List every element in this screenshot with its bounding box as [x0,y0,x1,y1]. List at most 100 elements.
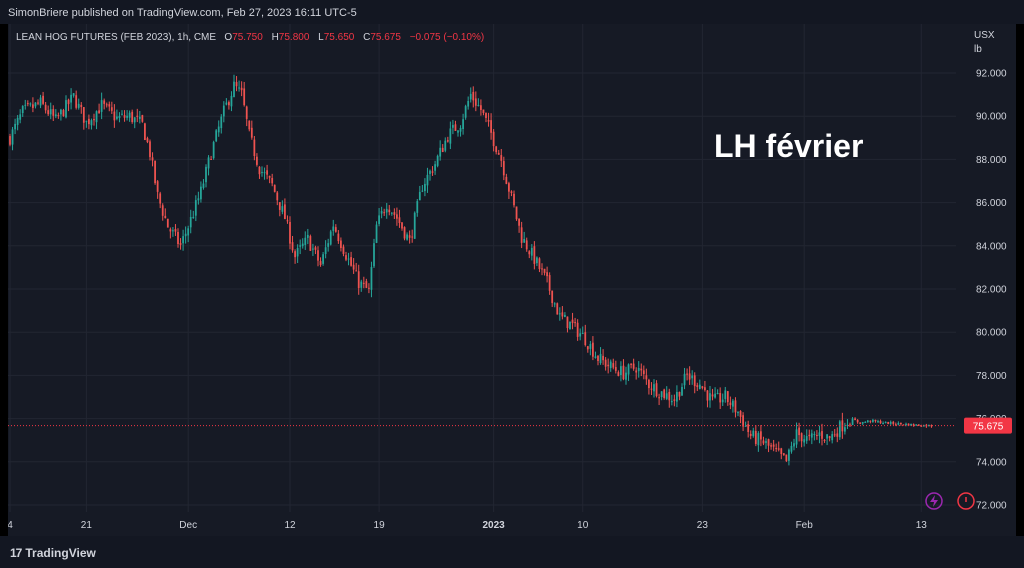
candle-body [851,418,854,426]
candle-body [846,424,849,426]
candle-body [296,248,299,257]
candle-body [164,215,167,219]
candle-body [431,171,434,173]
currency-label: USX [974,30,995,41]
candle-body [210,158,212,160]
y-tick-label: 84.000 [976,241,1007,252]
candle-body [88,118,90,125]
candle-body [882,423,884,425]
candle-body [816,435,818,437]
candle-body [42,95,44,104]
candle-body [813,434,816,436]
candle-body [116,116,118,119]
candle-body [26,103,29,105]
y-tick-label: 86.000 [976,198,1007,209]
candle-body [701,386,704,389]
last-price-tag [964,417,1012,434]
candle-body [732,400,734,407]
candle-body [480,105,482,110]
candle-body [597,355,599,362]
candle-body [508,183,510,192]
candle-body [518,218,520,226]
candle-body [228,102,230,106]
candle-body [874,419,877,422]
candle-body [126,115,128,118]
candle-body [207,157,210,169]
candle-body [877,421,879,423]
candle-body [648,379,650,389]
candle-body [502,161,505,176]
candle-body [912,424,915,426]
x-tick-label: 13 [916,520,928,531]
candle-body [513,193,515,206]
candle-body [894,424,897,426]
x-tick-label: 2023 [483,520,506,531]
candle-body [144,123,146,141]
candle-body [32,104,34,108]
candle-body [821,431,823,439]
candle-body [917,424,920,426]
candle-body [245,106,248,119]
x-tick-label: 10 [577,520,589,531]
candle-body [602,355,604,361]
x-tick-label: 23 [697,520,709,531]
open-value: 75.750 [232,32,263,43]
candle-body [528,251,531,255]
candle-body [625,372,627,380]
candle-body [177,232,179,245]
candle-body [189,216,192,228]
high-value: 75.800 [278,32,310,43]
candle-body [398,217,401,223]
candle-body [80,104,83,108]
candle-body [798,427,800,436]
candle-body [564,314,566,317]
chart-pane[interactable]: 72.00074.00076.00078.00080.00082.00084.0… [8,24,1016,536]
candle-body [826,434,828,439]
candle-body [93,119,95,121]
tradingview-brand[interactable]: 17 TradingView [10,546,96,560]
candle-body [457,130,459,133]
candle-body [505,176,508,184]
candle-body [530,247,533,256]
candlestick-chart[interactable]: 72.00074.00076.00078.00080.00082.00084.0… [8,24,1016,536]
candle-body [329,231,332,245]
candle-body [902,424,905,426]
candle-body [642,370,645,374]
y-tick-label: 90.000 [976,112,1007,123]
candle-body [696,385,699,388]
candle-body [472,91,475,101]
candle-body [630,363,632,365]
candle-body [60,109,62,115]
candle-body [113,111,116,121]
candle-body [230,95,233,107]
candle-body [551,290,554,304]
candle-body [930,425,933,427]
candle-body [569,321,571,330]
brand-label: TradingView [25,546,96,560]
candle-body [146,138,149,143]
x-tick-label: 21 [81,520,93,531]
last-price-tag-label: 75.675 [973,422,1004,433]
candle-body [607,364,610,367]
candle-body [658,397,660,399]
candle-body [536,257,538,264]
candle-body [172,230,174,232]
lightning-icon[interactable] [925,492,943,510]
symbol-legend: LEAN HOG FUTURES (FEB 2023), 1h, CME O75… [16,32,490,43]
candle-body [312,248,314,250]
candle-body [869,420,872,422]
candle-body [790,445,793,452]
candle-body [322,254,324,264]
candle-body [632,363,635,369]
candle-body [553,303,556,305]
candle-body [673,399,676,401]
candle-body [103,100,106,104]
candle-body [803,439,806,443]
candle-body [571,319,574,324]
candle-body [469,93,472,100]
candle-body [243,88,246,106]
candle-body [744,425,747,427]
candle-body [121,113,123,115]
candle-body [388,209,391,213]
alert-clock-icon[interactable] [957,492,975,510]
